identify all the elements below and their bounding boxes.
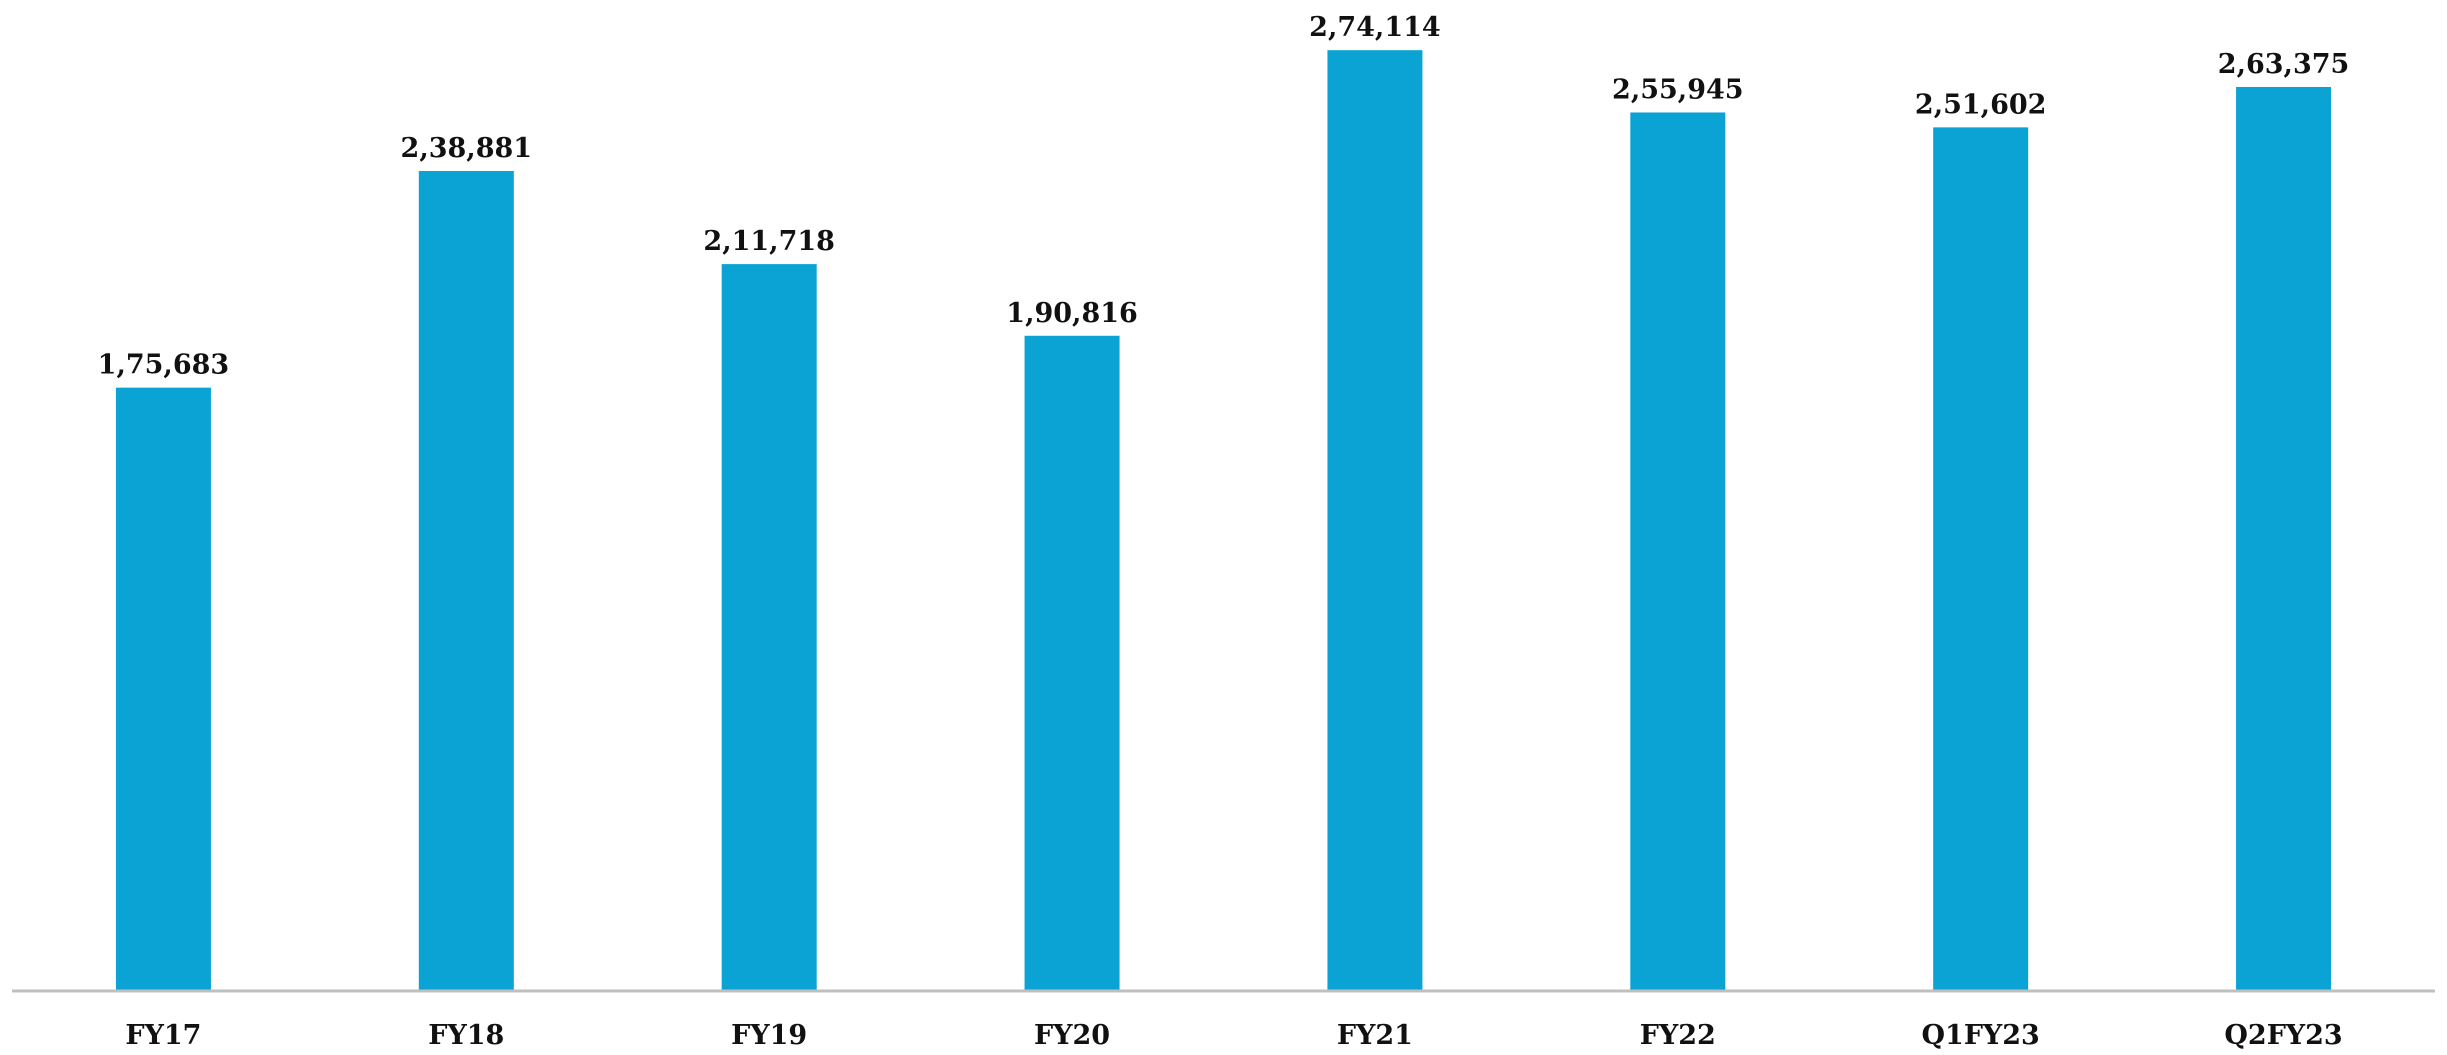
bar — [1024, 335, 1120, 991]
data-label: 2,55,945 — [1612, 74, 1744, 105]
data-label: 2,74,114 — [1309, 12, 1441, 43]
x-tick-label: FY19 — [731, 1020, 807, 1051]
bar — [1630, 112, 1726, 990]
data-label: 2,38,881 — [401, 133, 533, 164]
bar — [1327, 50, 1423, 991]
data-label: 1,90,816 — [1006, 298, 1138, 329]
bar — [2236, 87, 2332, 990]
x-tick-label: Q2FY23 — [2224, 1020, 2342, 1051]
data-label: 2,63,375 — [2218, 49, 2350, 80]
x-tick-label: FY20 — [1034, 1020, 1110, 1051]
bar — [721, 264, 817, 990]
bar — [418, 170, 514, 990]
x-tick-label: FY17 — [125, 1020, 201, 1051]
data-label: 2,51,602 — [1915, 89, 2047, 120]
x-tick-label: FY21 — [1337, 1020, 1413, 1051]
data-label: 2,11,718 — [703, 226, 835, 257]
bar — [1933, 127, 2029, 991]
x-tick-label: Q1FY23 — [1922, 1020, 2040, 1051]
bar — [115, 387, 211, 990]
x-tick-label: FY18 — [428, 1020, 504, 1051]
x-tick-label: FY22 — [1640, 1020, 1716, 1051]
data-label: 1,75,683 — [98, 350, 230, 381]
